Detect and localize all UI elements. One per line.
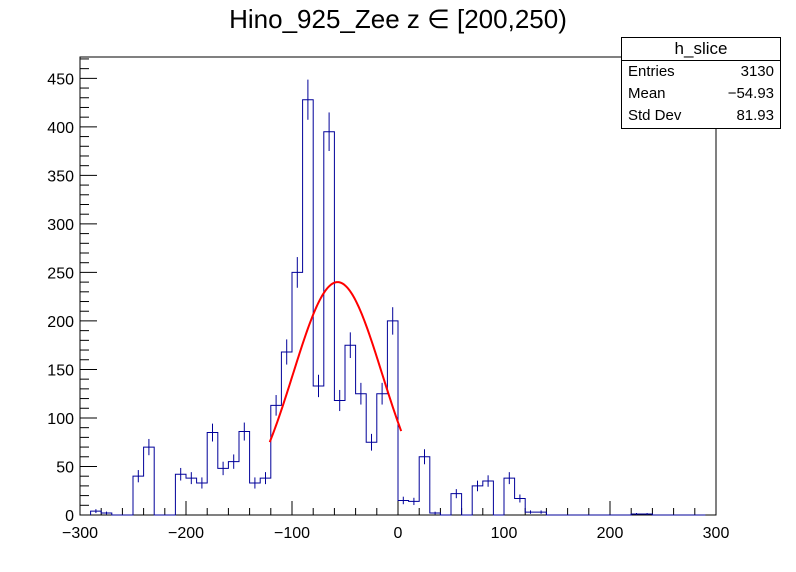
histogram-bin [228, 462, 239, 515]
stats-row-stddev: Std Dev 81.93 [622, 105, 780, 127]
stats-row-entries: Entries 3130 [622, 61, 780, 83]
histogram-outline [90, 99, 706, 516]
histogram-bin [377, 394, 388, 515]
y-tick-label: 100 [47, 411, 74, 428]
histogram-bin [218, 468, 229, 515]
histogram-bin [207, 433, 218, 515]
x-tick-label: 200 [597, 525, 624, 542]
x-tick-label: 0 [394, 525, 403, 542]
x-tick-label: −200 [168, 525, 204, 542]
stats-value: −54.93 [727, 85, 774, 102]
histogram-bin [292, 272, 303, 515]
histogram-bin [239, 432, 250, 515]
y-tick-label: 150 [47, 362, 74, 379]
stats-label: Entries [628, 63, 675, 80]
y-tick-label: 50 [56, 459, 74, 476]
histogram-bin [281, 352, 292, 515]
histogram-bin [313, 386, 324, 515]
histogram-bin [366, 442, 377, 515]
x-tick-label: −300 [62, 525, 98, 542]
stats-box-title: h_slice [622, 38, 780, 61]
stats-value: 81.93 [736, 107, 774, 124]
histogram-bin [271, 405, 282, 515]
stats-label: Std Dev [628, 107, 682, 124]
x-tick-label: 100 [491, 525, 518, 542]
chart-title: Hino_925_Zee z ∈ [200,250) [229, 4, 567, 34]
histogram-bin [324, 132, 335, 515]
gaussian-fit-line [268, 281, 403, 443]
histogram-bin [144, 447, 155, 515]
y-tick-label: 250 [47, 265, 74, 282]
y-tick-label: 450 [47, 71, 74, 88]
x-tick-label: −100 [274, 525, 310, 542]
y-tick-label: 0 [65, 508, 74, 525]
histogram-bin [303, 100, 314, 515]
stats-row-mean: Mean −54.93 [622, 83, 780, 105]
y-tick-label: 400 [47, 120, 74, 137]
histogram-bin [419, 457, 430, 515]
y-tick-label: 300 [47, 217, 74, 234]
stats-value: 3130 [740, 63, 774, 80]
histogram-bin [356, 394, 367, 515]
stats-box: h_slice Entries 3130 Mean −54.93 Std Dev… [621, 37, 781, 129]
y-tick-label: 200 [47, 314, 74, 331]
histogram-bin [345, 345, 356, 515]
x-tick-label: 300 [703, 525, 730, 542]
stats-label: Mean [628, 85, 666, 102]
histogram-bin [334, 401, 345, 516]
y-tick-label: 350 [47, 168, 74, 185]
